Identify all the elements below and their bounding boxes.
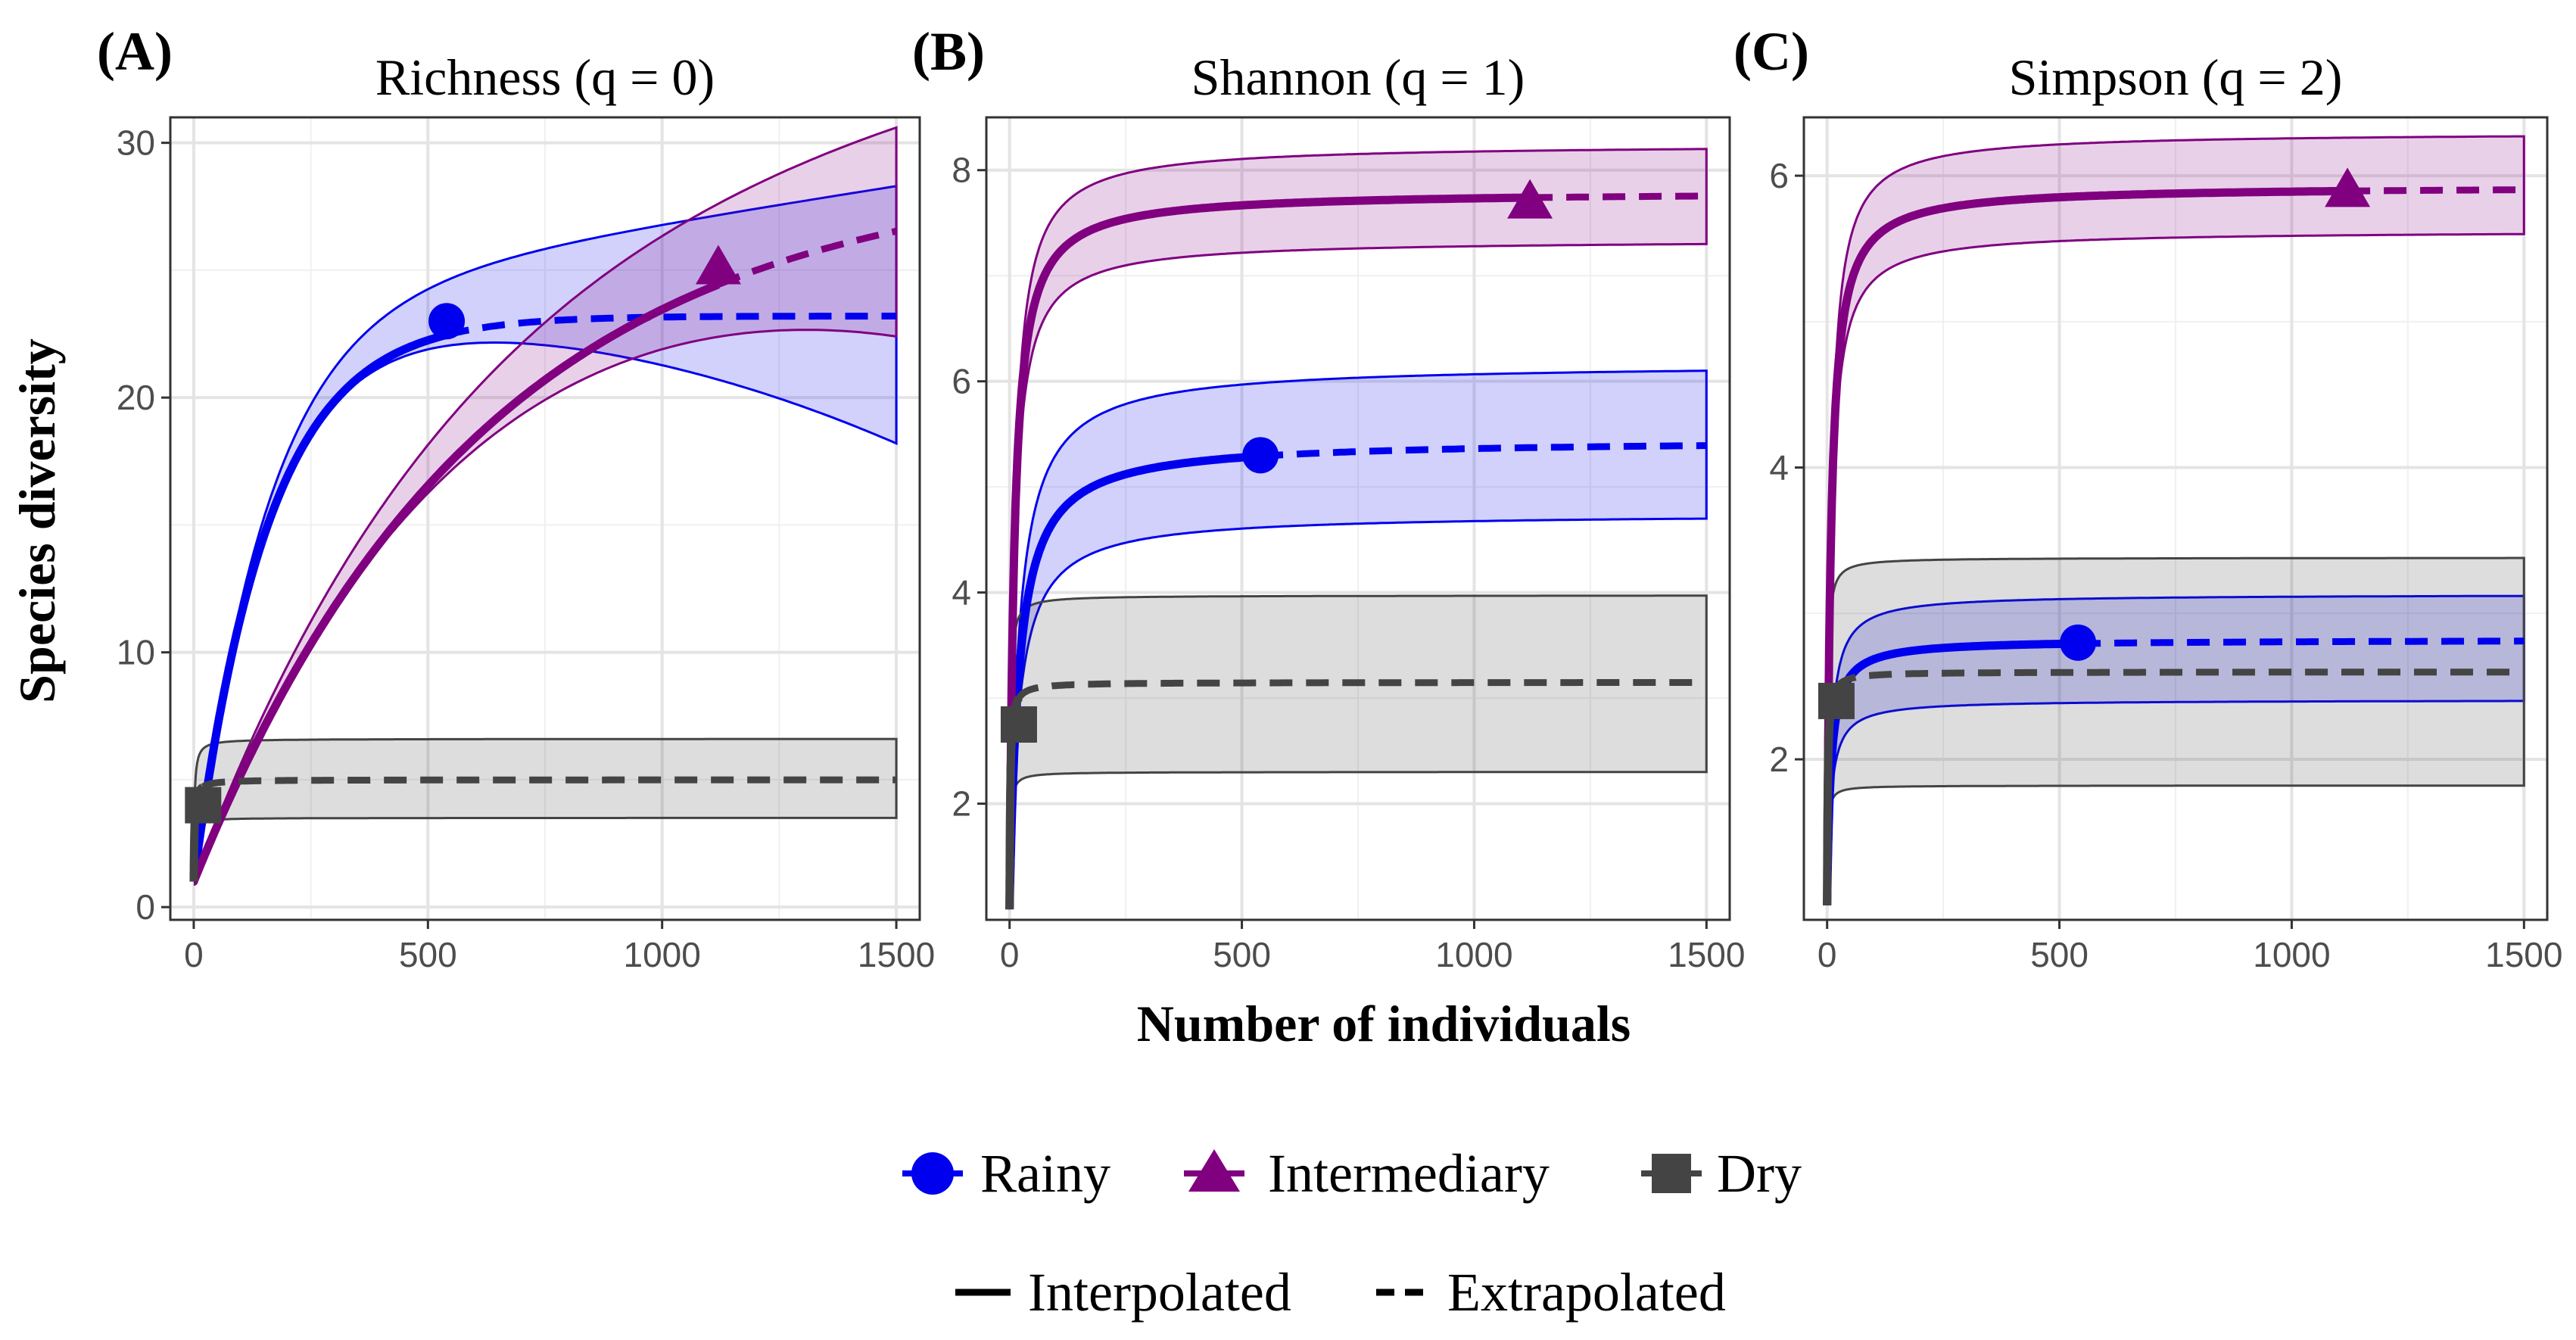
x-tick-label: 1500 <box>858 935 935 974</box>
panel-label: (C) <box>1733 21 1809 82</box>
plot-frame <box>169 116 921 921</box>
x-tick-label: 500 <box>399 935 457 974</box>
panel-1: 0 500 1000 1500 0 10 20 30 (A) Richness (q = 0) <box>97 21 935 974</box>
y-tick-label: 0 <box>135 887 155 927</box>
legend-label-interpolated: Interpolated <box>1028 1262 1291 1323</box>
line-extrapolated-dry <box>1016 679 1707 700</box>
plot-frame <box>1802 116 2549 921</box>
legend-label-extrapolated: Extrapolated <box>1447 1262 1726 1323</box>
y-tick-label: 4 <box>952 573 971 612</box>
y-axis-label: Species diversity <box>8 338 66 703</box>
line-extrapolated-intermediary <box>1530 192 1707 201</box>
legend-label-intermediary: Intermediary <box>1268 1143 1550 1204</box>
line-extrapolated-rainy <box>1260 442 1707 460</box>
line-interpolated-rainy <box>189 331 450 886</box>
x-tick-label: 500 <box>2030 935 2089 974</box>
legend-label-dry: Dry <box>1717 1143 1802 1204</box>
line-extrapolated-rainy <box>2078 637 2525 647</box>
y-tick-label: 30 <box>117 123 155 163</box>
marker-intermediary-observed <box>2325 167 2371 207</box>
line-interpolated-intermediary <box>1823 186 2349 909</box>
line-extrapolated-intermediary <box>2347 186 2525 195</box>
panel-title: Shannon (q = 1) <box>1191 48 1525 106</box>
marker-intermediary-observed <box>1507 179 1553 219</box>
x-tick-label: 1000 <box>624 935 701 974</box>
y-tick-label: 2 <box>952 784 971 824</box>
marker-rainy-observed <box>428 303 466 340</box>
line-extrapolated-dry <box>201 776 897 790</box>
marker-rainy-observed <box>1242 437 1279 474</box>
y-tick-label: 20 <box>117 378 155 417</box>
y-tick-label: 8 <box>952 151 971 190</box>
line-interpolated-intermediary <box>189 280 721 886</box>
panel-label: (B) <box>912 21 985 82</box>
legend-label-rainy: Rainy <box>980 1143 1110 1204</box>
y-tick-label: 4 <box>1769 448 1789 488</box>
panel-label: (A) <box>97 21 173 82</box>
marker-dry-observed <box>1000 706 1037 743</box>
x-tick-label: 1500 <box>1668 935 1745 974</box>
panel-3: 0 500 1000 1500 2 4 6 (C) Simpson (q = 2) <box>1733 21 2562 974</box>
panel-2: 0 500 1000 1500 2 4 6 8 (B) Shannon (q = 1) <box>912 21 1745 974</box>
marker-dry-observed <box>185 787 222 824</box>
ci-band-intermediary <box>1826 135 2525 905</box>
marker-dry-observed <box>1818 682 1855 719</box>
x-tick-label: 0 <box>1000 935 1020 974</box>
marker-intermediary-observed <box>695 245 741 285</box>
line-extrapolated-intermediary <box>717 227 898 288</box>
x-tick-label: 0 <box>184 935 204 974</box>
y-tick-label: 6 <box>1769 156 1789 195</box>
y-tick-label: 10 <box>117 633 155 672</box>
plot-frame <box>985 116 1731 921</box>
x-axis-label: Number of individuals <box>1137 995 1631 1052</box>
ci-band-intermediary <box>1008 148 1708 910</box>
line-extrapolated-dry <box>1833 668 2525 690</box>
panel-title: Richness (q = 0) <box>375 48 715 106</box>
y-tick-label: 2 <box>1769 740 1789 779</box>
x-tick-label: 1000 <box>2253 935 2330 974</box>
panel-title: Simpson (q = 2) <box>2009 48 2343 106</box>
x-tick-label: 1000 <box>1435 935 1512 974</box>
line-interpolated-intermediary <box>1005 193 1531 913</box>
y-tick-label: 6 <box>952 362 971 401</box>
legend: Rainy Intermediary Dry Interpolated Extrapol… <box>902 1143 1802 1323</box>
marker-rainy-observed <box>2060 624 2097 661</box>
x-tick-label: 500 <box>1213 935 1271 974</box>
x-tick-label: 1500 <box>2485 935 2562 974</box>
x-tick-label: 0 <box>1818 935 1837 974</box>
